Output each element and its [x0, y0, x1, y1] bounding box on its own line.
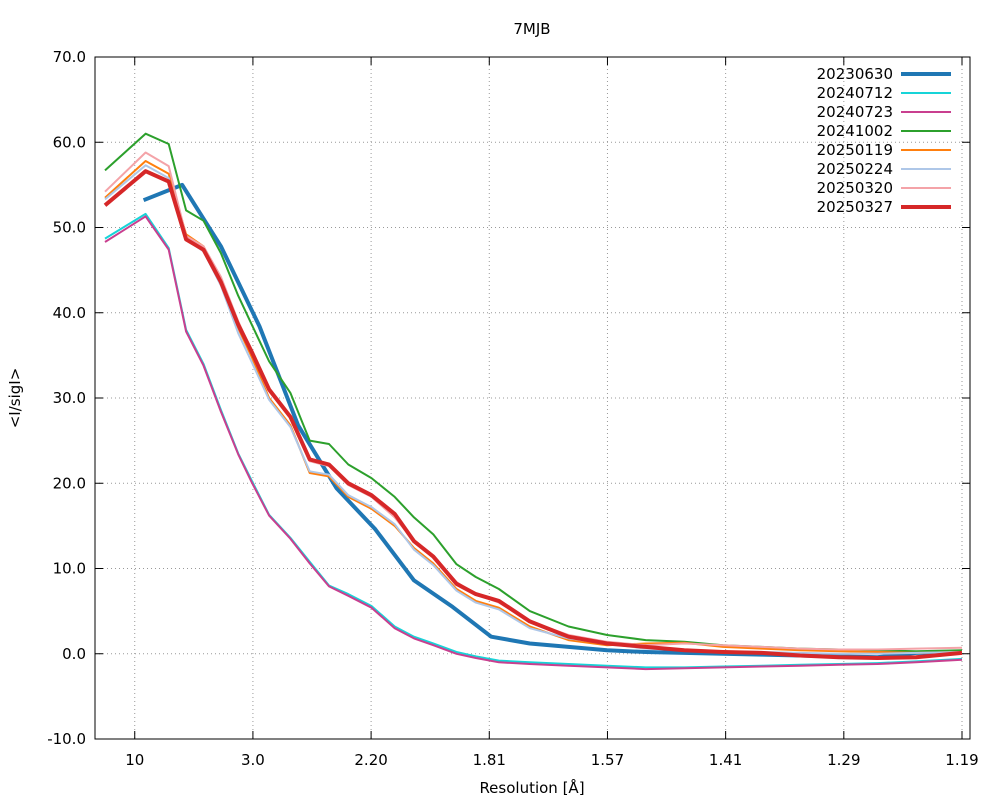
legend-label: 20250224	[817, 160, 893, 178]
legend-label: 20250320	[817, 179, 893, 197]
y-tick-label: 20.0	[53, 474, 86, 492]
x-tick-label: 1.41	[709, 751, 742, 769]
series-line-20240723	[104, 215, 963, 671]
series-line-20230630	[142, 182, 963, 660]
legend-label: 20240712	[817, 84, 893, 102]
x-tick-label: 3.0	[241, 751, 265, 769]
x-axis-label: Resolution [Å]	[479, 778, 584, 797]
series-line-20250320	[104, 151, 963, 651]
y-tick-label: 70.0	[53, 48, 86, 66]
y-tick-label: 0.0	[62, 645, 86, 663]
y-tick-label: 60.0	[53, 133, 86, 151]
y-tick-label: 50.0	[53, 219, 86, 237]
x-tick-label: 10	[125, 751, 144, 769]
grid-lines	[95, 56, 970, 740]
series-line-20250119	[104, 160, 963, 654]
x-tick-label: 1.57	[591, 751, 624, 769]
x-tick-label: 1.19	[945, 751, 978, 769]
y-tick-label: -10.0	[47, 730, 86, 748]
legend-label: 20240723	[817, 103, 893, 121]
y-tick-label: 40.0	[53, 304, 86, 322]
x-tick-label: 1.81	[473, 751, 506, 769]
series-line-20250327	[103, 169, 963, 660]
legend-label: 20250327	[817, 198, 893, 216]
legend-label: 20250119	[817, 141, 893, 159]
x-tick-label: 1.29	[827, 751, 860, 769]
y-axis-label: <I/sigI>	[6, 368, 24, 429]
y-tick-label: 10.0	[53, 560, 86, 578]
legend: 2023063020240712202407232024100220250119…	[817, 65, 951, 216]
y-tick-label: 30.0	[53, 389, 86, 407]
chart-title: 7MJB	[513, 20, 550, 38]
legend-label: 20241002	[817, 122, 893, 140]
series-line-20250224	[104, 164, 963, 655]
series-layer	[103, 132, 963, 671]
axis-ticks: -10.0 0.0 10.0 20.0 30.0 40.0 50.0 60.0 70.0 10 3.…	[47, 48, 979, 769]
legend-label: 20230630	[817, 65, 893, 83]
x-tick-label: 2.20	[354, 751, 387, 769]
